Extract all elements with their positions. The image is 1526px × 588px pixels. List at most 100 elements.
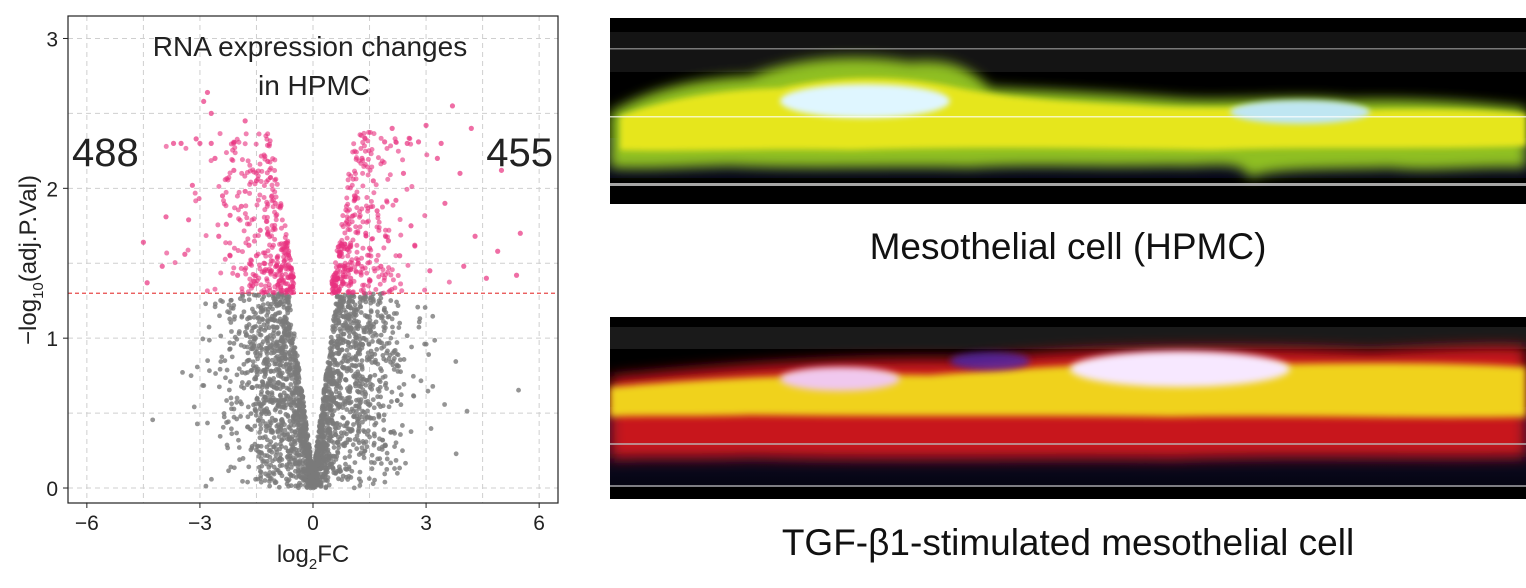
- significant-point: [216, 233, 222, 239]
- nonsignificant-point: [389, 399, 394, 404]
- nonsignificant-point: [275, 403, 281, 408]
- nonsignificant-point: [262, 374, 267, 380]
- nonsignificant-point: [241, 298, 247, 304]
- significant-point: [232, 150, 238, 156]
- nonsignificant-point: [358, 310, 364, 315]
- nonsignificant-point: [292, 351, 297, 357]
- significant-point: [371, 190, 377, 196]
- nonsignificant-point: [395, 303, 401, 309]
- nonsignificant-point: [226, 387, 232, 393]
- nonsignificant-point: [285, 478, 291, 484]
- significant-point: [186, 217, 192, 223]
- significant-point: [329, 279, 335, 285]
- nonsignificant-point: [415, 304, 421, 310]
- nonsignificant-point: [365, 408, 370, 414]
- nonsignificant-point: [326, 438, 332, 444]
- significant-point: [342, 269, 348, 275]
- nonsignificant-point: [253, 401, 258, 407]
- nonsignificant-point: [281, 432, 286, 437]
- nonsignificant-point: [296, 367, 302, 373]
- significant-point: [283, 244, 289, 250]
- significant-point: [386, 265, 392, 271]
- nonsignificant-point: [222, 358, 228, 364]
- nonsignificant-point: [236, 445, 242, 450]
- significant-point: [337, 268, 343, 274]
- nonsignificant-point: [264, 313, 270, 318]
- nonsignificant-point: [303, 415, 308, 420]
- significant-point: [412, 243, 418, 249]
- nonsignificant-point: [283, 445, 289, 450]
- nonsignificant-point: [348, 325, 354, 331]
- significant-point: [446, 279, 452, 285]
- significant-point: [390, 202, 396, 208]
- nonsignificant-point: [256, 315, 261, 320]
- x-axis-label-tail: FC: [317, 541, 349, 568]
- nonsignificant-point: [263, 471, 268, 477]
- significant-point: [262, 153, 268, 159]
- significant-point: [274, 181, 280, 187]
- significant-point: [178, 140, 184, 146]
- nonsignificant-point: [374, 332, 379, 338]
- nonsignificant-point: [390, 362, 396, 368]
- nonsignificant-point: [323, 484, 329, 490]
- nonsignificant-point: [298, 389, 304, 395]
- nonsignificant-point: [328, 334, 334, 340]
- nonsignificant-point: [403, 460, 408, 466]
- x-tick-label: −3: [188, 512, 212, 535]
- significant-point: [204, 89, 211, 96]
- significant-point: [336, 249, 342, 255]
- nonsignificant-point: [248, 368, 254, 373]
- nonsignificant-point: [257, 353, 263, 358]
- significant-point: [185, 247, 191, 253]
- significant-point: [364, 270, 370, 276]
- significant-point: [363, 233, 369, 239]
- significant-point: [164, 250, 170, 256]
- x-tick-label: 0: [307, 512, 319, 535]
- nonsignificant-point: [387, 352, 393, 358]
- significant-point: [256, 131, 262, 137]
- nonsignificant-point: [364, 415, 370, 420]
- nonsignificant-point: [368, 381, 373, 387]
- nonsignificant-point: [246, 315, 252, 320]
- significant-point: [372, 268, 378, 274]
- nonsignificant-point: [278, 452, 283, 457]
- significant-point: [284, 288, 290, 294]
- nonsignificant-point: [357, 483, 363, 488]
- significant-point: [242, 141, 248, 147]
- significant-point: [382, 227, 388, 233]
- significant-point: [247, 190, 253, 196]
- significant-point: [256, 197, 262, 203]
- significant-point: [245, 289, 251, 295]
- nonsignificant-point: [293, 447, 299, 452]
- nonsignificant-point: [194, 364, 200, 370]
- nonsignificant-point: [338, 385, 344, 391]
- significant-point: [368, 198, 374, 204]
- nonsignificant-point: [220, 424, 226, 430]
- nonsignificant-point: [344, 431, 349, 437]
- nonsignificant-point: [285, 310, 291, 316]
- nonsignificant-point: [201, 383, 207, 388]
- significant-point: [346, 290, 352, 296]
- nonsignificant-point: [342, 443, 348, 449]
- nonsignificant-point: [359, 358, 365, 364]
- significant-point: [364, 195, 370, 201]
- nonsignificant-point: [280, 339, 286, 344]
- significant-point: [350, 176, 356, 182]
- significant-point: [352, 264, 358, 270]
- nonsignificant-point: [288, 441, 294, 447]
- nonsignificant-point: [391, 367, 397, 372]
- significant-point: [408, 223, 414, 229]
- nonsignificant-point: [373, 420, 379, 426]
- nonsignificant-point: [245, 424, 251, 430]
- significant-point: [218, 270, 224, 276]
- significant-point: [332, 283, 338, 289]
- nonsignificant-point: [225, 309, 230, 315]
- nonsignificant-point: [286, 322, 292, 328]
- nonsignificant-point: [309, 468, 315, 474]
- nonsignificant-point: [206, 324, 212, 330]
- nonsignificant-point: [337, 299, 343, 304]
- significant-point: [246, 221, 252, 227]
- significant-point: [340, 280, 346, 286]
- nonsignificant-point: [253, 408, 259, 414]
- nonsignificant-point: [376, 377, 382, 383]
